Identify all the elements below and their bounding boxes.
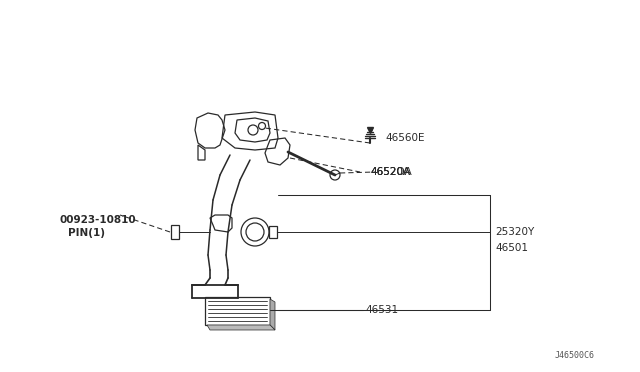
- Text: 46520A: 46520A: [370, 167, 410, 177]
- Polygon shape: [207, 325, 275, 330]
- Text: 46501: 46501: [495, 243, 528, 253]
- Text: 46531: 46531: [365, 305, 398, 315]
- Text: 46520A: 46520A: [370, 167, 410, 177]
- Text: 46560E: 46560E: [385, 133, 424, 143]
- Text: 4652OA: 4652OA: [370, 167, 412, 177]
- Circle shape: [330, 170, 340, 180]
- Text: J46500C6: J46500C6: [555, 350, 595, 359]
- Circle shape: [248, 125, 258, 135]
- Polygon shape: [270, 299, 275, 330]
- Text: PIN(1): PIN(1): [68, 228, 105, 238]
- Text: 25320Y: 25320Y: [495, 227, 534, 237]
- Text: 00923-10810: 00923-10810: [60, 215, 136, 225]
